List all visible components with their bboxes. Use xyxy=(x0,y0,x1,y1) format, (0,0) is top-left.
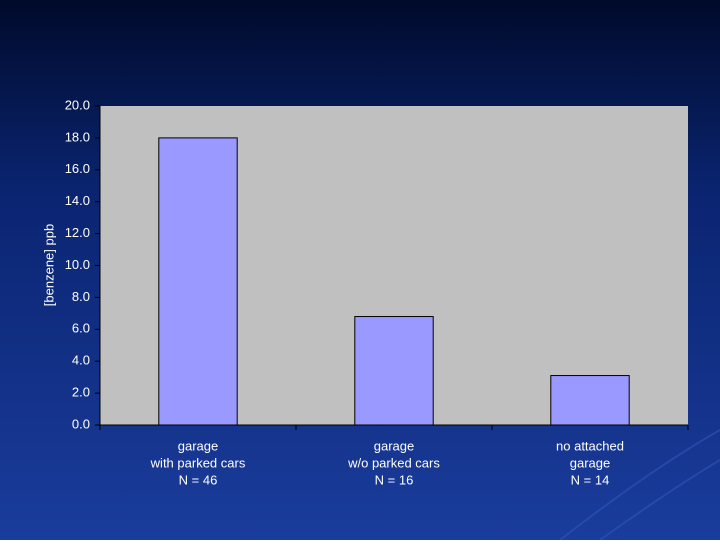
x-tick-label: N = 46 xyxy=(179,472,218,487)
x-tick-label: with parked cars xyxy=(150,455,246,470)
y-tick-label: 4.0 xyxy=(72,353,90,368)
x-tick-label: garage xyxy=(178,438,218,453)
x-tick-label: N = 16 xyxy=(375,472,414,487)
y-tick-label: 10.0 xyxy=(65,257,90,272)
y-tick-label: 16.0 xyxy=(65,161,90,176)
x-tick-label: w/o parked cars xyxy=(347,455,440,470)
bar xyxy=(354,316,434,426)
decoration xyxy=(559,429,720,541)
bar xyxy=(550,375,630,426)
y-axis-label: [benzene] ppb xyxy=(41,224,56,306)
y-tick-label: 12.0 xyxy=(65,225,90,240)
x-tick-label: no attached xyxy=(556,438,624,453)
y-tick-label: 0.0 xyxy=(72,416,90,431)
x-tick-label: garage xyxy=(570,455,610,470)
y-tick-label: 8.0 xyxy=(72,289,90,304)
y-tick-label: 6.0 xyxy=(72,321,90,336)
bar xyxy=(158,137,238,426)
y-tick-label: 14.0 xyxy=(65,193,90,208)
x-tick-label: garage xyxy=(374,438,414,453)
y-tick-label: 18.0 xyxy=(65,129,90,144)
y-tick-label: 20.0 xyxy=(65,97,90,112)
x-tick-label: N = 14 xyxy=(571,472,610,487)
y-tick-label: 2.0 xyxy=(72,385,90,400)
